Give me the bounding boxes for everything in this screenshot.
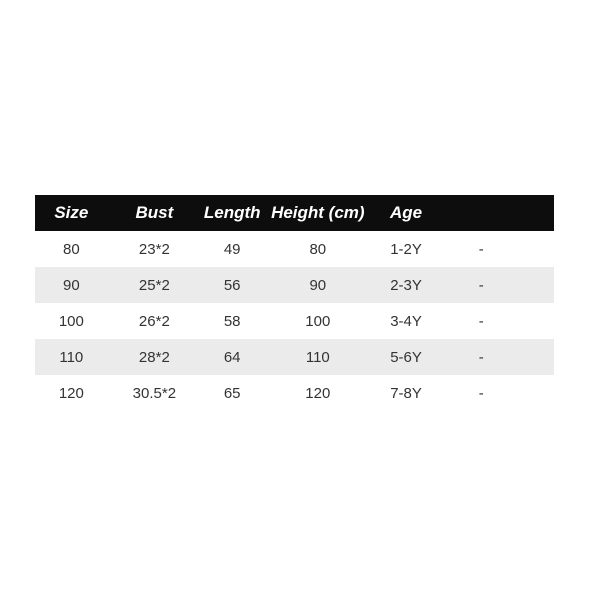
table-cell-length: 56 xyxy=(223,276,241,294)
table-row: 110 28*2 64 110 5-6Y - xyxy=(35,339,554,375)
table-row: 90 25*2 56 90 2-3Y - xyxy=(35,267,554,303)
size-chart-table: Size Bust Length Height (cm) Age 80 23*2… xyxy=(35,195,554,411)
table-cell-height: 120 xyxy=(305,384,331,402)
table-cell-age: 7-8Y xyxy=(390,384,422,402)
table-row: 80 23*2 49 80 1-2Y - xyxy=(35,231,554,267)
table-cell-dash: - xyxy=(478,312,484,330)
table-cell-length: 64 xyxy=(223,348,241,366)
table-cell-size: 110 xyxy=(59,348,84,366)
table-cell-height: 80 xyxy=(309,240,327,258)
column-header-size: Size xyxy=(54,203,89,222)
table-header-row: Size Bust Length Height (cm) Age xyxy=(35,195,554,231)
column-header-length: Length xyxy=(203,203,261,222)
table-cell-bust: 28*2 xyxy=(138,348,170,366)
table-cell-size: 90 xyxy=(62,276,80,294)
table-cell-size: 120 xyxy=(58,384,84,402)
table-cell-age: 1-2Y xyxy=(390,240,422,258)
table-cell-dash: - xyxy=(478,348,484,366)
table-cell-length: 58 xyxy=(223,312,241,330)
column-header-bust: Bust xyxy=(135,203,174,222)
table-cell-bust: 25*2 xyxy=(138,276,170,294)
table-cell-bust: 30.5*2 xyxy=(132,384,177,402)
table-cell-bust: 26*2 xyxy=(138,312,170,330)
table-row: 100 26*2 58 100 3-4Y - xyxy=(35,303,554,339)
table-cell-dash: - xyxy=(478,240,484,258)
table-cell-size: 100 xyxy=(58,312,84,330)
table-cell-dash: - xyxy=(478,276,484,294)
table-cell-age: 3-4Y xyxy=(390,312,422,330)
table-cell-age: 2-3Y xyxy=(390,276,422,294)
table-cell-height: 100 xyxy=(305,312,331,330)
table-cell-length: 49 xyxy=(223,240,241,258)
table-cell-height: 110 xyxy=(305,348,330,366)
table-row: 120 30.5*2 65 120 7-8Y - xyxy=(35,375,554,411)
column-header-age: Age xyxy=(389,203,423,222)
table-cell-length: 65 xyxy=(223,384,241,402)
table-cell-age: 5-6Y xyxy=(390,348,422,366)
table-cell-height: 90 xyxy=(309,276,327,294)
table-cell-size: 80 xyxy=(62,240,80,258)
table-cell-dash: - xyxy=(478,384,484,402)
column-header-height: Height (cm) xyxy=(271,203,365,222)
table-cell-bust: 23*2 xyxy=(138,240,170,258)
